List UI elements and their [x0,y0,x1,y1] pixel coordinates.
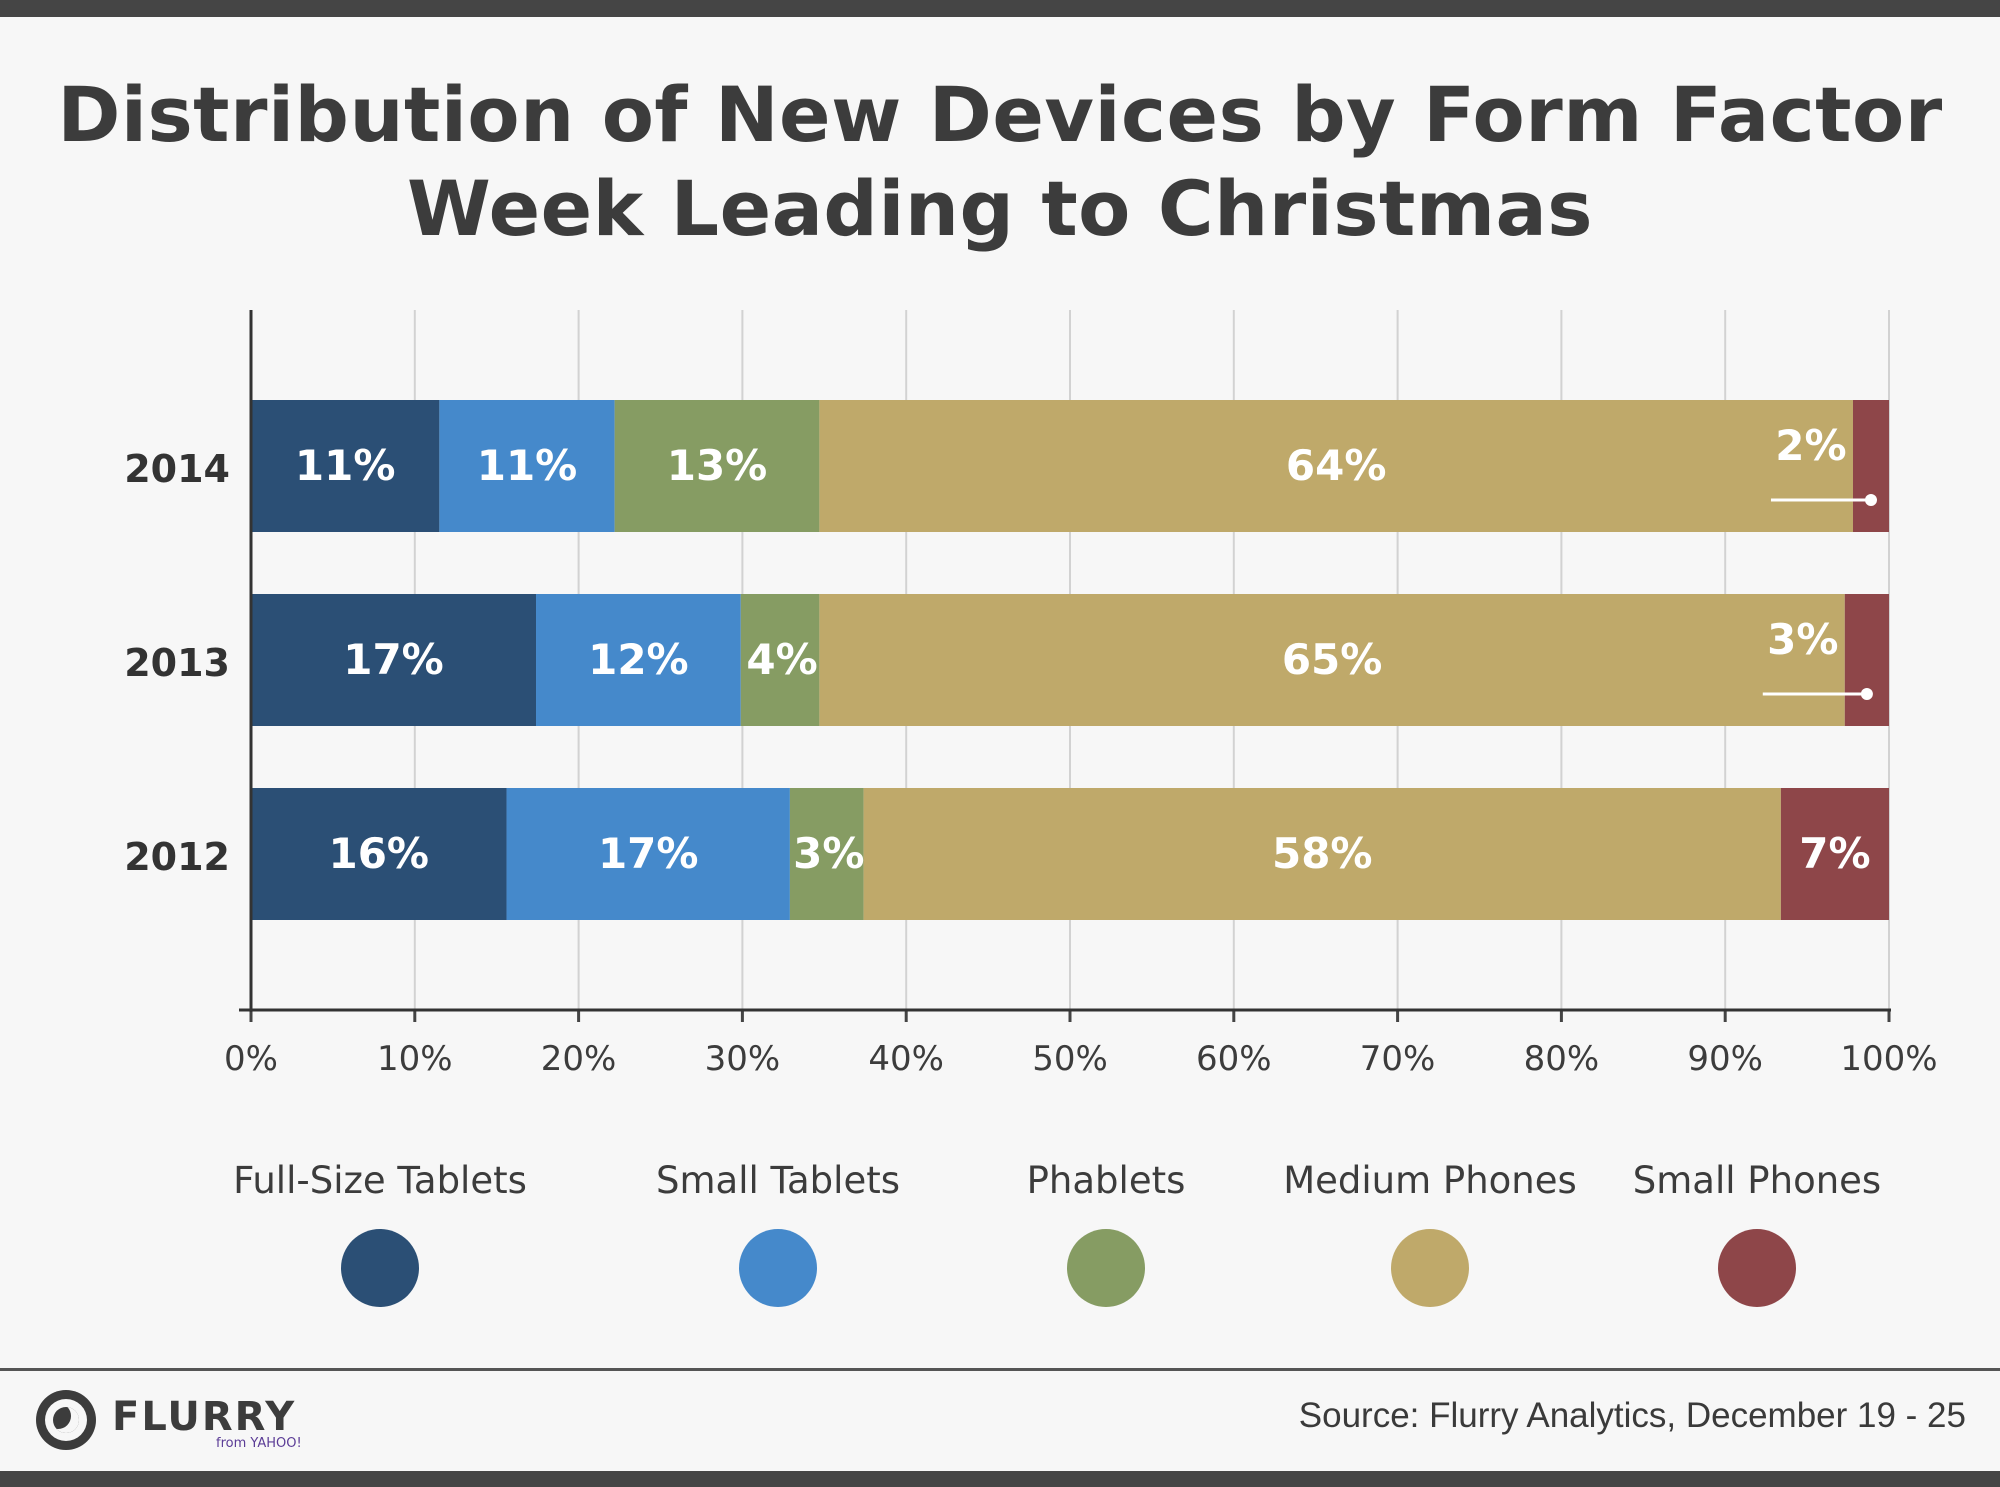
legend-swatch-2 [1067,1229,1145,1307]
x-tick-label: 20% [541,1039,617,1079]
bar-segment-2012-1 [506,788,790,920]
x-tick-label: 100% [1840,1039,1937,1079]
legend-label: Full-Size Tablets [233,1159,527,1202]
data-label: 3% [793,829,864,878]
bar-segment-2012-0 [251,788,507,920]
flurry-logo-icon [36,1390,96,1450]
data-label: 11% [295,441,396,490]
category-label: 2014 [124,447,230,491]
bar-segment-2013-1 [536,594,741,726]
bottom-bar [0,1471,2000,1487]
x-tick-label: 10% [377,1039,453,1079]
bar-labels: 11% 11% 13% 64% 2% 17% 12% 4% 65% 3% 16% 17% 3% 58% 7% [295,421,1871,878]
top-bar [0,0,2000,17]
title-line-1: Distribution of New Devices by Form Fact… [57,70,1943,159]
data-label: 4% [746,635,817,684]
bar-segment-2014-3 [819,400,1853,532]
callout-dot-2014 [1864,494,1877,506]
data-label: 17% [598,829,699,878]
legend-label: Small Tablets [656,1159,900,1202]
legend-swatch-4 [1718,1229,1796,1307]
data-label: 64% [1286,441,1387,490]
bar-segment-2012-2 [789,788,864,920]
bars [251,400,1889,920]
category-labels: 2014 2013 2012 [124,447,230,879]
bar-segment-2014-0 [251,400,440,532]
axes [239,310,1891,1022]
data-label: 13% [667,441,768,490]
x-tick-label: 30% [705,1039,781,1079]
data-label: 17% [343,635,444,684]
chart-title: Distribution of New Devices by Form Fact… [0,68,2000,256]
footer-divider [0,1368,2000,1371]
bar-segment-2014-2 [614,400,820,532]
category-label: 2013 [124,641,230,685]
bar-segment-2012-3 [863,788,1781,920]
source-note: Source: Flurry Analytics, December 19 - … [1298,1396,1966,1435]
legend-swatch-3 [1391,1229,1469,1307]
x-tick-label: 50% [1032,1039,1108,1079]
data-label: 58% [1272,829,1373,878]
bar-segment-2013-4 [1844,594,1889,726]
bar-segment-2014-1 [439,400,615,532]
title-line-2: Week Leading to Christmas [406,164,1594,253]
bar-segment-2014-4 [1852,400,1889,532]
data-label: 65% [1282,635,1383,684]
tick-labels: 0% 10% 20% 30% 40% 50% 60% 70% 80% 90% 100% [224,1039,1938,1079]
flurry-logo: FLURRY from YAHOO! [36,1390,316,1456]
data-label: 2% [1775,421,1846,470]
legend-label: Small Phones [1633,1159,1881,1202]
data-label: 12% [588,635,689,684]
data-label: 3% [1767,615,1838,664]
x-tick-label: 70% [1360,1039,1436,1079]
legend-label: Phablets [1027,1159,1186,1202]
data-label: 11% [477,441,578,490]
x-tick-label: 60% [1196,1039,1272,1079]
bar-segment-2012-4 [1780,788,1889,920]
legend-swatch-0 [341,1229,419,1307]
logo-subtext: from YAHOO! [216,1436,302,1451]
data-label: 7% [1799,829,1870,878]
x-tick-label: 90% [1687,1039,1763,1079]
legend: Full-Size Tablets Small Tablets Phablets Me… [233,1159,1881,1307]
bar-segment-2013-2 [740,594,820,726]
x-tick-label: 80% [1524,1039,1600,1079]
logo-text: FLURRY [112,1394,297,1440]
stacked-bar-chart: 11% 11% 13% 64% 2% 17% 12% 4% 65% 3% 16% 17% 3% 58% 7%… [124,310,1938,1307]
legend-swatch-1 [739,1229,817,1307]
bar-segment-2013-0 [251,594,537,726]
x-tick-label: 0% [224,1039,278,1079]
x-tick-label: 40% [868,1039,944,1079]
callout-dot-2013 [1860,688,1873,700]
legend-label: Medium Phones [1283,1159,1577,1202]
category-label: 2012 [124,835,230,879]
data-label: 16% [328,829,429,878]
callouts [1762,494,1877,700]
bar-segment-2013-3 [819,594,1845,726]
